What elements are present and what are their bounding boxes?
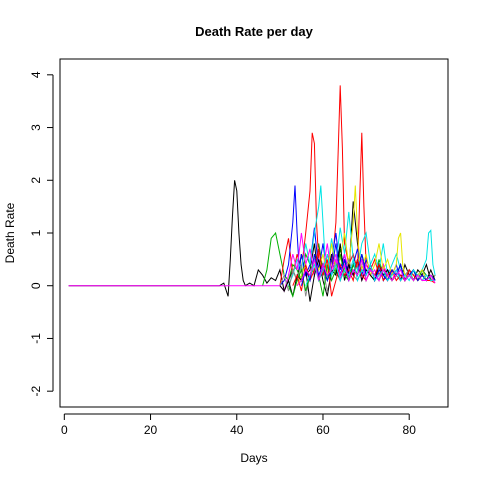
y-tick-label: 4 xyxy=(29,71,43,78)
y-tick-label: 1 xyxy=(29,229,43,236)
x-axis-label: Days xyxy=(240,451,267,465)
plot-frame xyxy=(59,58,449,408)
x-tick-label: 40 xyxy=(230,423,244,437)
series-line-13 xyxy=(305,253,436,286)
x-tick-label: 20 xyxy=(144,423,158,437)
chart-title: Death Rate per day xyxy=(195,24,314,39)
series-line-14 xyxy=(296,253,436,287)
axes-layer: 0 20 40 60 80 -2 -1 0 1 2 3 4 xyxy=(29,71,416,437)
x-tick-label: 80 xyxy=(403,423,417,437)
y-tick-label: -2 xyxy=(29,386,43,397)
y-tick-label: 2 xyxy=(29,177,43,184)
series-line-3 xyxy=(279,85,436,286)
series-layer xyxy=(68,85,436,302)
y-tick-label: 0 xyxy=(29,282,43,289)
y-tick-label: 3 xyxy=(29,124,43,131)
y-tick-label: -1 xyxy=(29,333,43,344)
x-tick-label: 60 xyxy=(316,423,330,437)
y-axis-label: Death Rate xyxy=(3,202,17,263)
x-tick-label: 0 xyxy=(61,423,68,437)
